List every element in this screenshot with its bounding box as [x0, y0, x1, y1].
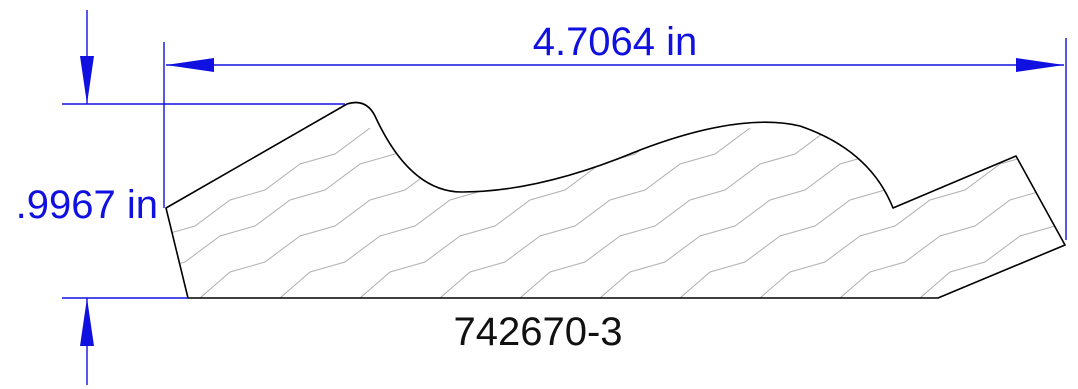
height-arrow-bottom: [80, 298, 94, 346]
height-dimension: [62, 10, 345, 385]
part-number-label: 742670-3: [453, 310, 622, 354]
width-dimension: [163, 38, 1067, 240]
width-dimension-label: 4.7064 in: [533, 20, 698, 64]
wood-grain-hatch: [166, 127, 1065, 298]
height-arrow-top: [80, 56, 94, 104]
profile-outline: [165, 101, 1066, 299]
width-arrow-right: [1016, 58, 1064, 72]
height-dimension-label: .9967 in: [16, 183, 158, 227]
width-arrow-left: [166, 58, 214, 72]
